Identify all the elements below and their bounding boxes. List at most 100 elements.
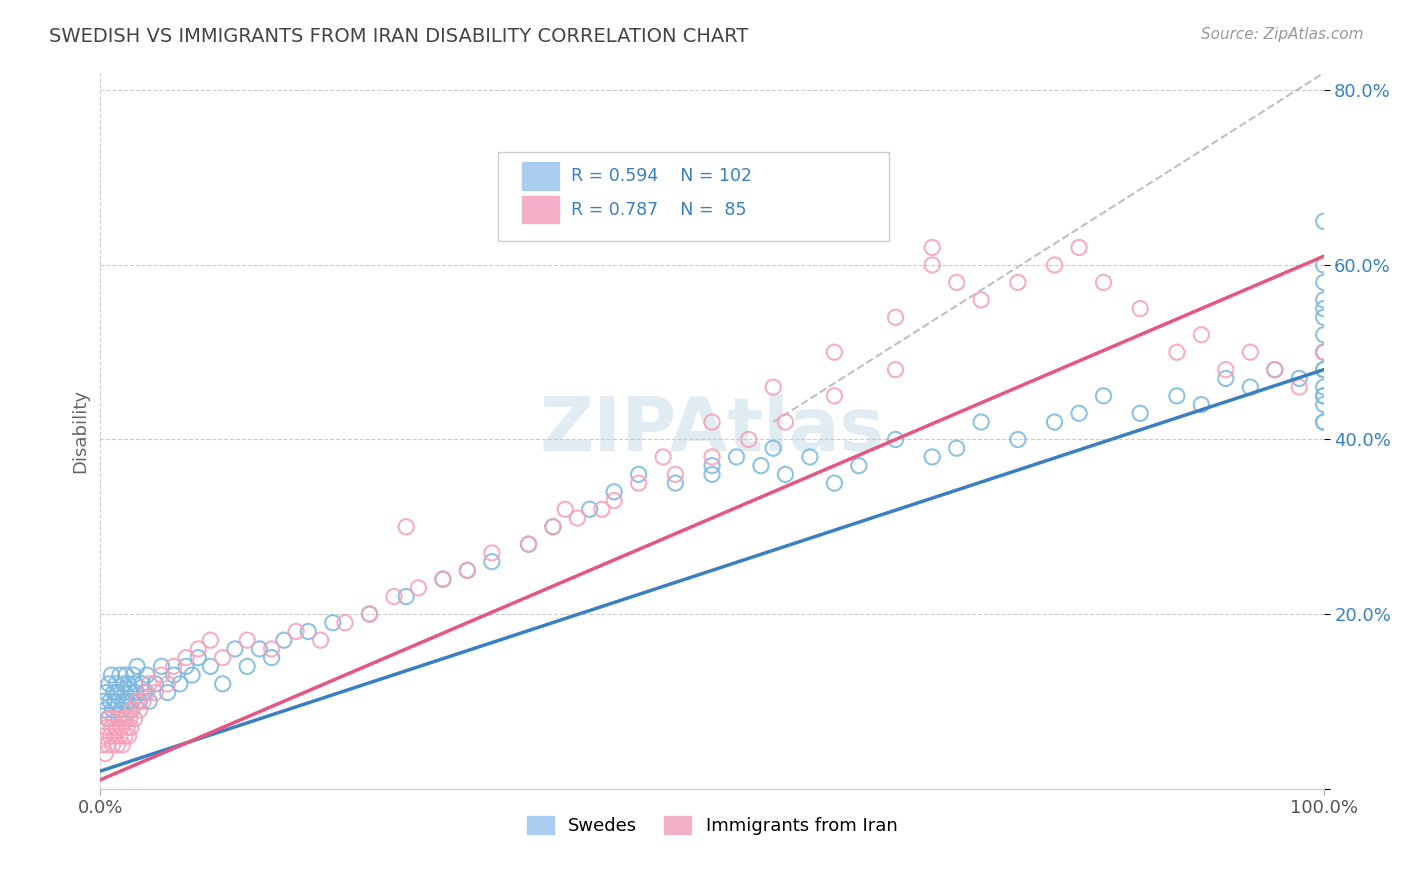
Point <box>652 450 675 464</box>
Point <box>98 729 121 743</box>
Point <box>124 712 146 726</box>
Point <box>1239 380 1261 394</box>
Point <box>121 694 143 708</box>
Point <box>1312 398 1334 412</box>
Point <box>120 685 142 699</box>
Point <box>187 650 209 665</box>
Point <box>94 703 117 717</box>
Point <box>150 659 173 673</box>
Point <box>1239 345 1261 359</box>
Point <box>174 659 197 673</box>
Point <box>100 721 122 735</box>
Point <box>1264 362 1286 376</box>
Point <box>1312 310 1334 325</box>
Point <box>1312 293 1334 307</box>
Point <box>738 433 761 447</box>
Point <box>1312 345 1334 359</box>
Point <box>1092 389 1115 403</box>
Point <box>884 433 907 447</box>
Point <box>517 537 540 551</box>
Point <box>554 502 576 516</box>
Point <box>1264 362 1286 376</box>
Point <box>848 458 870 473</box>
Point <box>125 659 148 673</box>
Point <box>134 685 156 699</box>
Point <box>578 502 600 516</box>
FancyBboxPatch shape <box>523 196 560 223</box>
Point <box>128 703 150 717</box>
Point <box>101 703 124 717</box>
Point <box>103 712 125 726</box>
Point <box>481 546 503 560</box>
Point <box>110 703 132 717</box>
Point <box>1067 406 1090 420</box>
Point <box>1007 433 1029 447</box>
Point <box>945 441 967 455</box>
Point <box>700 415 723 429</box>
Point <box>700 467 723 482</box>
Point <box>775 415 797 429</box>
Point <box>1312 345 1334 359</box>
Point <box>107 685 129 699</box>
Point <box>108 729 131 743</box>
Point <box>97 677 120 691</box>
Point <box>93 694 115 708</box>
Point <box>93 729 115 743</box>
Point <box>359 607 381 621</box>
Point <box>128 694 150 708</box>
Point <box>97 738 120 752</box>
Point <box>1092 276 1115 290</box>
Point <box>382 590 405 604</box>
Point <box>297 624 319 639</box>
FancyBboxPatch shape <box>498 152 890 241</box>
Point <box>118 712 141 726</box>
Point <box>187 641 209 656</box>
Point <box>567 511 589 525</box>
Point <box>169 677 191 691</box>
Point <box>163 668 186 682</box>
Point <box>762 441 785 455</box>
Point <box>101 738 124 752</box>
Point <box>1312 214 1334 228</box>
Point <box>664 467 686 482</box>
Point <box>91 738 114 752</box>
Point <box>211 677 233 691</box>
Point <box>211 650 233 665</box>
Point <box>117 694 139 708</box>
Point <box>114 685 136 699</box>
Point <box>970 415 993 429</box>
Point <box>627 467 650 482</box>
Point <box>1129 301 1152 316</box>
Point <box>1312 415 1334 429</box>
Point <box>117 721 139 735</box>
Point <box>700 450 723 464</box>
Point <box>921 240 943 254</box>
Point <box>1043 415 1066 429</box>
Point <box>114 729 136 743</box>
Point <box>1312 345 1334 359</box>
Point <box>1189 327 1212 342</box>
Point <box>120 721 142 735</box>
Point <box>432 572 454 586</box>
Point <box>408 581 430 595</box>
Point <box>823 345 845 359</box>
Point <box>627 476 650 491</box>
FancyBboxPatch shape <box>523 162 560 190</box>
Point <box>945 276 967 290</box>
Point <box>200 659 222 673</box>
Text: R = 0.594    N = 102: R = 0.594 N = 102 <box>571 167 752 185</box>
Point <box>1007 276 1029 290</box>
Point <box>456 563 478 577</box>
Point <box>156 677 179 691</box>
Point <box>1312 389 1334 403</box>
Point <box>1215 362 1237 376</box>
Point <box>145 677 167 691</box>
Point <box>1288 380 1310 394</box>
Point <box>664 476 686 491</box>
Point <box>1288 371 1310 385</box>
Point <box>135 685 157 699</box>
Point <box>1312 362 1334 376</box>
Point <box>174 650 197 665</box>
Point <box>1312 327 1334 342</box>
Point <box>603 484 626 499</box>
